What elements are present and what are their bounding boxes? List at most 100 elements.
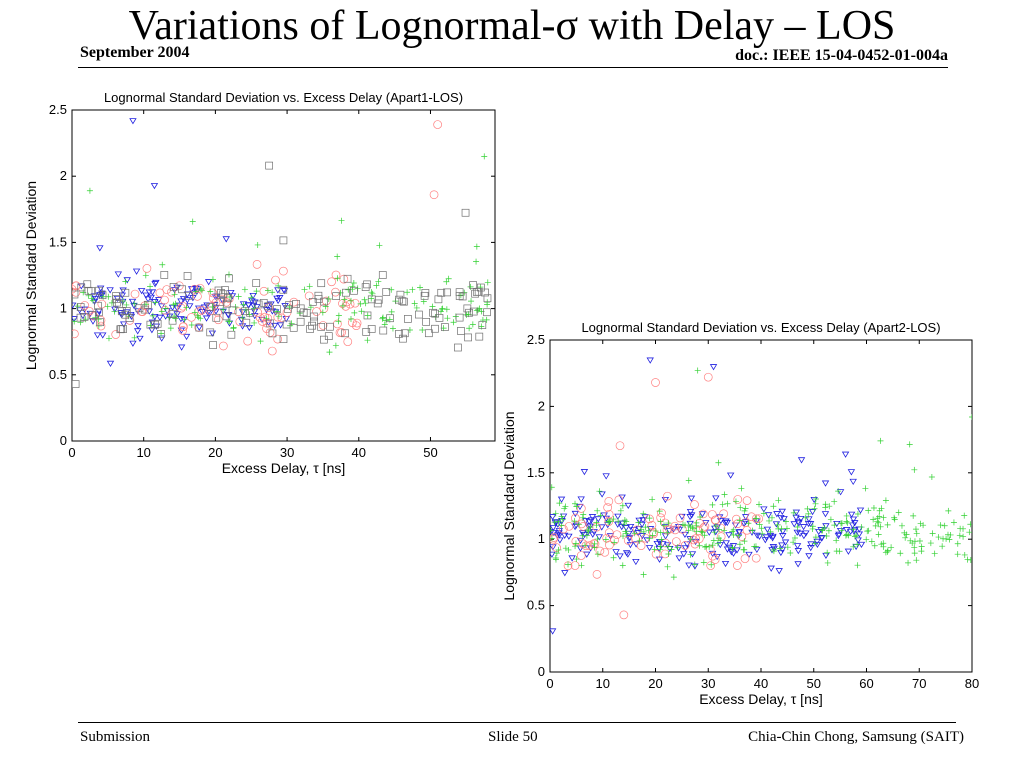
data-point	[652, 528, 659, 535]
data-point	[777, 514, 785, 522]
data-point	[854, 511, 861, 518]
data-point	[643, 537, 651, 544]
data-point	[778, 508, 786, 515]
data-point	[719, 501, 726, 508]
data-point	[742, 525, 752, 535]
x-tick-label: 0	[546, 676, 553, 691]
data-point	[638, 526, 645, 533]
data-point	[411, 300, 418, 307]
data-point	[227, 289, 235, 297]
data-point	[685, 527, 692, 534]
data-point	[147, 322, 154, 329]
data-point	[931, 550, 938, 557]
data-point	[806, 545, 815, 552]
data-point	[119, 287, 127, 294]
y-tick-label: 2	[60, 168, 67, 183]
data-point	[735, 529, 744, 536]
data-point	[787, 550, 794, 557]
data-point	[123, 277, 131, 284]
data-point	[325, 296, 332, 303]
data-point	[555, 546, 562, 553]
data-point	[636, 537, 643, 544]
data-point	[308, 298, 317, 306]
data-point	[125, 316, 135, 325]
data-point	[133, 328, 142, 335]
data-point	[845, 532, 852, 539]
data-point	[624, 502, 632, 510]
data-point	[969, 414, 972, 421]
data-point	[260, 312, 270, 322]
data-point	[807, 541, 815, 548]
data-point	[763, 526, 772, 533]
data-point	[182, 333, 191, 341]
data-point	[279, 285, 288, 294]
data-point	[825, 527, 832, 534]
data-point	[349, 283, 356, 290]
data-point	[465, 308, 473, 317]
data-point	[636, 541, 646, 550]
data-point	[831, 498, 838, 505]
data-point	[246, 308, 254, 317]
data-point	[248, 294, 255, 301]
data-point	[474, 287, 483, 296]
data-point	[623, 530, 630, 537]
data-point	[301, 286, 308, 293]
data-point	[431, 324, 439, 333]
footer-divider	[78, 722, 956, 723]
data-point	[876, 513, 883, 520]
y-tick-label: 0.5	[49, 367, 67, 382]
data-point	[118, 292, 126, 299]
data-point	[580, 511, 587, 518]
data-point	[791, 534, 798, 541]
data-point	[251, 319, 258, 326]
data-point	[234, 307, 243, 317]
data-point	[269, 289, 276, 296]
data-point	[422, 317, 430, 326]
data-point	[106, 287, 114, 294]
data-point	[148, 289, 157, 296]
data-point	[572, 543, 579, 550]
data-point	[211, 298, 221, 307]
data-point	[556, 537, 564, 544]
data-point	[167, 325, 174, 332]
data-point	[587, 517, 596, 524]
data-point	[610, 516, 617, 523]
data-point	[224, 294, 232, 302]
data-point	[178, 322, 188, 332]
data-point	[441, 323, 449, 331]
data-point	[605, 540, 614, 550]
data-point	[282, 320, 291, 329]
data-point	[417, 284, 424, 291]
data-point	[849, 478, 857, 486]
data-point	[579, 514, 586, 521]
data-point	[413, 304, 420, 311]
data-points	[550, 357, 972, 635]
data-point	[98, 291, 107, 300]
data-point	[76, 303, 85, 311]
data-point	[160, 271, 169, 279]
data-point	[812, 534, 819, 541]
data-point	[289, 297, 299, 307]
data-point	[450, 319, 457, 326]
data-point	[341, 296, 348, 303]
data-point	[129, 118, 137, 125]
data-point	[760, 506, 768, 513]
data-point	[696, 542, 703, 549]
data-point	[700, 559, 707, 566]
data-point	[317, 279, 326, 288]
data-point	[670, 525, 680, 535]
data-point	[183, 304, 190, 311]
data-point	[188, 321, 195, 328]
data-point	[86, 187, 93, 194]
data-point	[912, 526, 919, 533]
data-point	[400, 329, 409, 338]
data-point	[773, 511, 781, 518]
data-point	[461, 208, 470, 217]
data-point	[550, 527, 554, 534]
y-tick-label: 2.5	[527, 332, 545, 347]
data-point	[784, 544, 791, 551]
data-point	[738, 485, 745, 492]
data-point	[745, 520, 752, 527]
data-point	[96, 315, 106, 325]
data-point	[326, 322, 334, 331]
